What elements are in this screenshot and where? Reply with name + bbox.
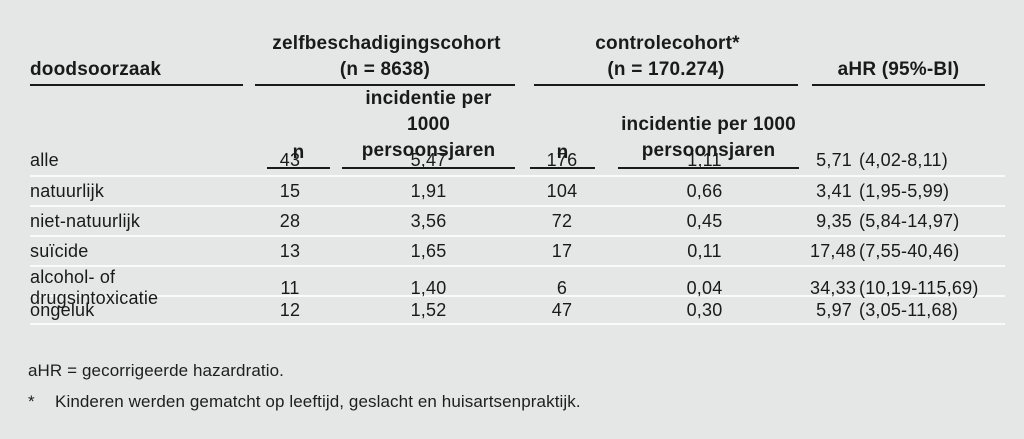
asterisk-marker: *: [28, 392, 35, 411]
incidence-control-value: 0,66: [686, 180, 723, 201]
incidence-control-value: 1,11: [687, 149, 722, 170]
ahr-value: 34,33: [810, 277, 857, 298]
table-row-natuurlijk: natuurlijk 15 1,91 104 0,66 3,41 (1,95-5,…: [30, 175, 1005, 205]
group-header-control-cohort: controlecohort*: [595, 33, 740, 54]
subheader-n-selfharm: n: [267, 86, 330, 169]
incidence-control-value: 0,30: [686, 299, 723, 320]
footnote-matching: * Kinderen werden gematcht op leeftijd, g…: [28, 392, 581, 412]
incidence-label-line1: incidentie per 1000: [365, 88, 492, 135]
cause-label: ongeluk: [30, 299, 95, 320]
incidence-selfharm-value: 1,91: [410, 180, 447, 201]
ahr-confidence-interval: (4,02-8,11): [859, 149, 948, 170]
table-row-ongeluk: ongeluk 12 1,52 47 0,30 5,97 (3,05-11,68): [30, 295, 1005, 325]
ahr-value: 5,97: [816, 299, 852, 320]
ahr-cell: 34,33 (10,19-115,69): [810, 278, 1005, 299]
table-footnotes: aHR = gecorrigeerde hazardratio. * Kinder…: [28, 361, 581, 412]
cause-label: alcohol- of drugsintoxicatie: [30, 267, 159, 308]
incidence-label-line2: persoonsjaren: [361, 140, 496, 161]
ahr-confidence-interval: (10,19-115,69): [859, 277, 979, 298]
cause-label: alle: [30, 149, 59, 170]
n-control-value: 17: [551, 240, 573, 261]
n-control-value: 176: [546, 149, 578, 170]
incidence-label-line2: persoonsjaren: [641, 140, 776, 161]
row-header-doodsoorzaak: doodsoorzaak: [30, 56, 243, 86]
cause-label: niet-natuurlijk: [30, 210, 141, 231]
ahr-confidence-interval: (5,84-14,97): [859, 210, 960, 231]
n-control-value: 6: [556, 277, 568, 298]
n-selfharm-value: 12: [279, 299, 301, 320]
ahr-cell: 5,71 (4,02-8,11): [810, 150, 1005, 171]
group-n-selfharm: (n = 8638): [255, 56, 515, 86]
incidence-control-value: 0,45: [686, 210, 723, 231]
incidence-label-line1: incidentie per 1000: [621, 114, 796, 135]
ahr-value: 17,48: [810, 240, 857, 261]
incidence-control-value: 0,11: [687, 240, 722, 261]
n-selfharm-value: 11: [280, 277, 300, 298]
n-control-value: 104: [546, 180, 578, 201]
table-n-header-row: doodsoorzaak (n = 8638) (n = 170.274) aH…: [30, 56, 1005, 86]
ahr-cell: 17,48 (7,55-40,46): [810, 241, 1005, 262]
ahr-confidence-interval: (1,95-5,99): [859, 180, 950, 201]
n-selfharm-value: 28: [279, 210, 301, 231]
ahr-cell: 9,35 (5,84-14,97): [810, 211, 1005, 232]
ahr-confidence-interval: (7,55-40,46): [859, 240, 960, 261]
group-n-control: (n = 170.274): [534, 56, 798, 86]
incidence-control-value: 0,04: [686, 277, 723, 298]
n-selfharm-value: 43: [279, 149, 301, 170]
table-group-header-row: zelfbeschadigingscohort controlecohort*: [30, 0, 1005, 56]
n-selfharm-value: 15: [279, 180, 301, 201]
n-control-value: 47: [551, 299, 573, 320]
incidence-selfharm-value: 1,40: [410, 277, 447, 298]
incidence-selfharm-value: 1,52: [410, 299, 447, 320]
cause-label: suïcide: [30, 240, 89, 261]
footnote-ahr-definition: aHR = gecorrigeerde hazardratio.: [28, 361, 284, 380]
n-selfharm-value: 13: [279, 240, 301, 261]
subheader-incidence-control: incidentie per 1000 persoonsjaren: [618, 86, 799, 169]
cause-label: natuurlijk: [30, 180, 105, 201]
ahr-column-header: aHR (95%-BI): [812, 56, 985, 86]
mortality-table: zelfbeschadigingscohort controlecohort* …: [30, 0, 1005, 325]
ahr-cell: 5,97 (3,05-11,68): [810, 300, 1005, 321]
table-row-suicide: suïcide 13 1,65 17 0,11 17,48 (7,55-40,46…: [30, 235, 1005, 265]
incidence-selfharm-value: 1,65: [410, 240, 447, 261]
n-control-value: 72: [551, 210, 573, 231]
group-header-selfharm-cohort: zelfbeschadigingscohort: [272, 33, 501, 54]
incidence-selfharm-value: 5,47: [410, 149, 447, 170]
ahr-cell: 3,41 (1,95-5,99): [810, 181, 1005, 202]
ahr-value: 9,35: [816, 210, 852, 231]
table-row-alcohol-drugsintoxicatie: alcohol- of drugsintoxicatie 11 1,40 6 0…: [30, 265, 1005, 308]
incidence-selfharm-value: 3,56: [410, 210, 447, 231]
subheader-n-control: n: [530, 86, 595, 169]
ahr-value: 5,71: [816, 149, 852, 170]
subheader-incidence-selfharm: incidentie per 1000 persoonsjaren: [342, 86, 515, 169]
ahr-value: 3,41: [816, 180, 852, 201]
table-row-niet-natuurlijk: niet-natuurlijk 28 3,56 72 0,45 9,35 (5,8…: [30, 205, 1005, 235]
footnote-matching-text: Kinderen werden gematcht op leeftijd, ge…: [55, 392, 581, 411]
table-row-alle: alle 43 5,47 176 1,11 5,71 (4,02-8,11): [30, 145, 1005, 175]
table-subheader-row: n incidentie per 1000 persoonsjaren n in…: [30, 86, 1005, 169]
ahr-confidence-interval: (3,05-11,68): [859, 299, 959, 320]
